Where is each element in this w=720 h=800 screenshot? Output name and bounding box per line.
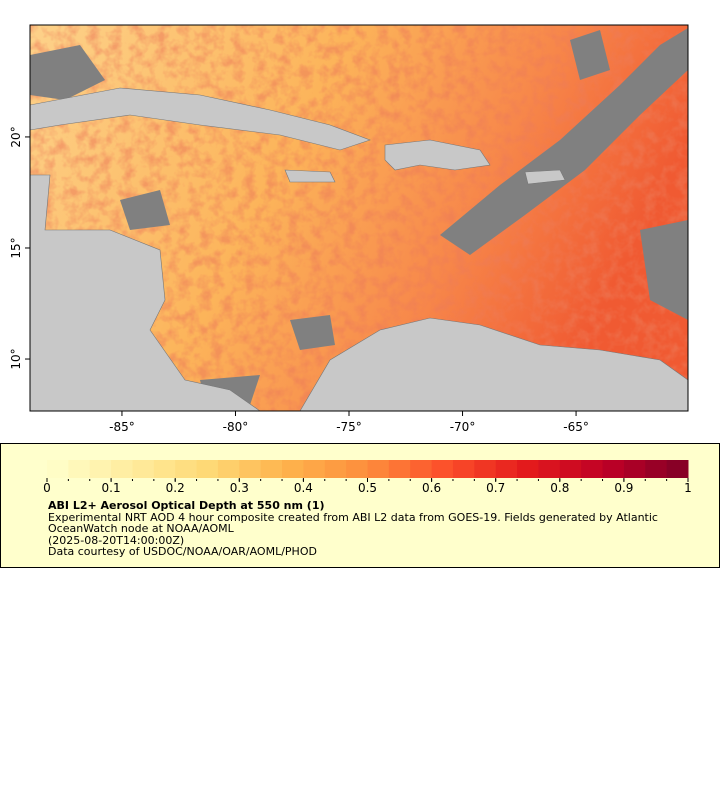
colorbar-tick-label: 1 — [684, 481, 692, 495]
colorbar-bin — [175, 460, 198, 478]
legend-text: ABI L2+ Aerosol Optical Depth at 550 nm … — [48, 500, 688, 558]
colorbar-bin — [346, 460, 368, 478]
x-tick-label: -75° — [336, 420, 362, 434]
x-tick-label: -85° — [109, 420, 135, 434]
colorbar-bin — [666, 460, 689, 478]
colorbar-bin — [602, 460, 625, 478]
colorbar-tick-label: 0.1 — [102, 481, 121, 495]
colorbar-bin — [623, 460, 646, 478]
colorbar-bin — [581, 460, 604, 478]
colorbar-bin — [452, 460, 475, 478]
colorbar-bin — [132, 460, 155, 478]
colorbar-bin — [495, 460, 518, 478]
legend-description: Experimental NRT AOD 4 hour composite cr… — [48, 510, 658, 535]
colorbar-tick-label: 0.4 — [294, 481, 313, 495]
colorbar-bin — [303, 460, 326, 478]
colorbar-bin — [47, 460, 69, 478]
colorbar-bin — [89, 460, 112, 478]
colorbar-tick-label: 0.3 — [230, 481, 249, 495]
colorbar-tick-label: 0.5 — [358, 481, 377, 495]
colorbar-bin — [538, 460, 561, 478]
colorbar-bin — [367, 460, 390, 478]
colorbar-tick-label: 0.8 — [550, 481, 569, 495]
colorbar-bin — [324, 460, 347, 478]
land — [30, 87, 688, 411]
colorbar-bin — [153, 460, 176, 478]
colorbar-bin — [410, 460, 433, 478]
colorbar-bin — [517, 460, 539, 478]
y-tick-label: 20° — [9, 126, 23, 147]
colorbar-tick-label: 0.2 — [166, 481, 185, 495]
colorbar-bin — [239, 460, 262, 478]
legend-title: ABI L2+ Aerosol Optical Depth at 550 nm … — [48, 499, 325, 512]
colorbar-bin — [388, 460, 411, 478]
x-tick-label: -80° — [223, 420, 249, 434]
colorbar-bin — [217, 460, 240, 478]
legend-credit: Data courtesy of USDOC/NOAA/OAR/AOML/PHO… — [48, 545, 317, 558]
map-frame — [29, 24, 689, 412]
y-tick-label: 10° — [9, 348, 23, 369]
colorbar-tick-label: 0.6 — [422, 481, 441, 495]
colorbar-tick-label: 0 — [43, 481, 51, 495]
colorbar-bin — [68, 460, 91, 478]
colorbar-bin — [111, 460, 133, 478]
colorbar-bin — [474, 460, 497, 478]
colorbar-bin — [645, 460, 668, 478]
x-tick-label: -70° — [450, 420, 476, 434]
map — [30, 25, 688, 411]
colorbar-tick-label: 0.9 — [614, 481, 633, 495]
colorbar-tick-label: 0.7 — [486, 481, 505, 495]
colorbar-bin — [559, 460, 582, 478]
colorbar-bin — [196, 460, 219, 478]
y-tick-label: 15° — [9, 237, 23, 258]
legend-time: (2025-08-20T14:00:00Z) — [48, 533, 185, 547]
colorbar-bin — [260, 460, 283, 478]
x-tick-label: -65° — [563, 420, 589, 434]
colorbar-bin — [431, 460, 454, 478]
colorbar-bin — [282, 460, 304, 478]
